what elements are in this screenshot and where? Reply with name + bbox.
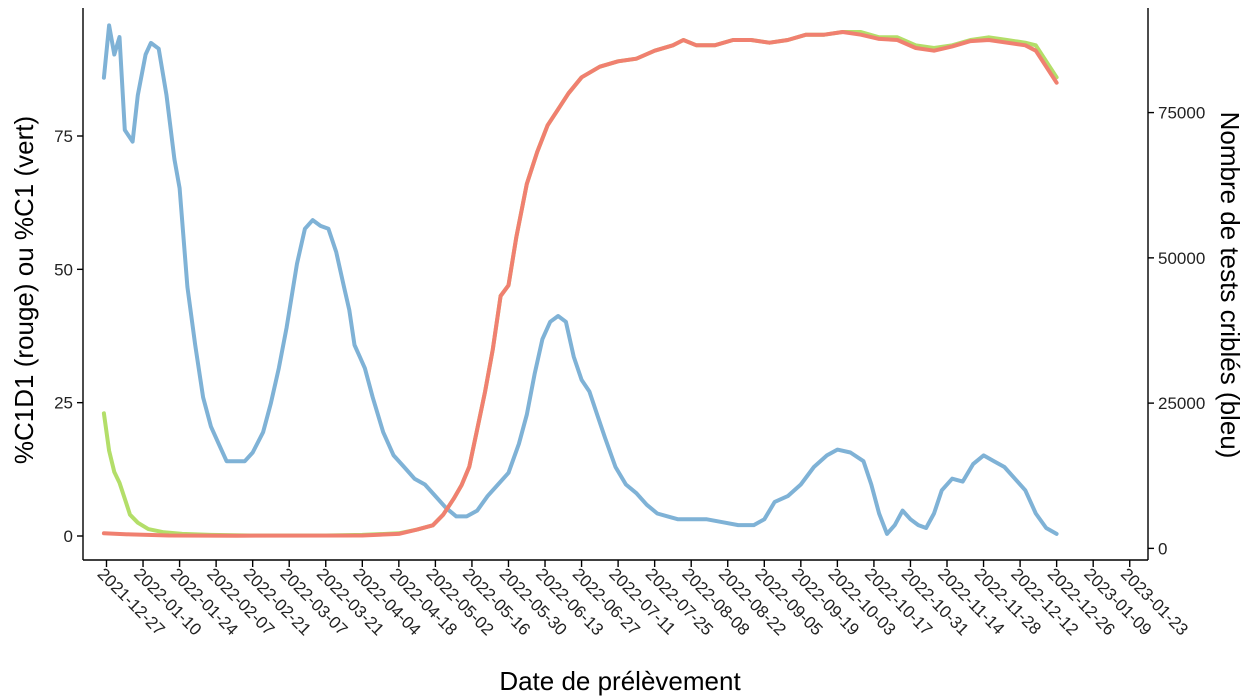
left-y-tick-label: 75 — [54, 127, 73, 146]
x-axis-ticks: 2021-12-272022-01-102022-01-242022-02-07… — [94, 560, 1192, 639]
right-y-tick-label: 0 — [1158, 539, 1167, 558]
left-y-tick-label: 0 — [64, 527, 73, 546]
right-y-tick-label: 50000 — [1158, 249, 1205, 268]
series-line-blue — [101, 23, 1059, 536]
series-line-red — [101, 30, 1059, 538]
right-y-tick-label: 75000 — [1158, 104, 1205, 123]
left-y-axis-ticks: 0 25 50 75 — [54, 127, 83, 546]
plot-area — [101, 23, 1059, 538]
right-y-axis-ticks: 0 25000 50000 75000 — [1148, 104, 1205, 558]
left-y-tick-label: 50 — [54, 260, 73, 279]
x-axis-title: Date de prélèvement — [499, 666, 741, 696]
right-y-axis-title: Nombre de tests criblés (bleu) — [1215, 112, 1245, 459]
left-y-tick-label: 25 — [54, 394, 73, 413]
left-y-axis-title: %C1D1 (rouge) ou %C1 (vert) — [9, 116, 39, 464]
right-y-tick-label: 25000 — [1158, 394, 1205, 413]
